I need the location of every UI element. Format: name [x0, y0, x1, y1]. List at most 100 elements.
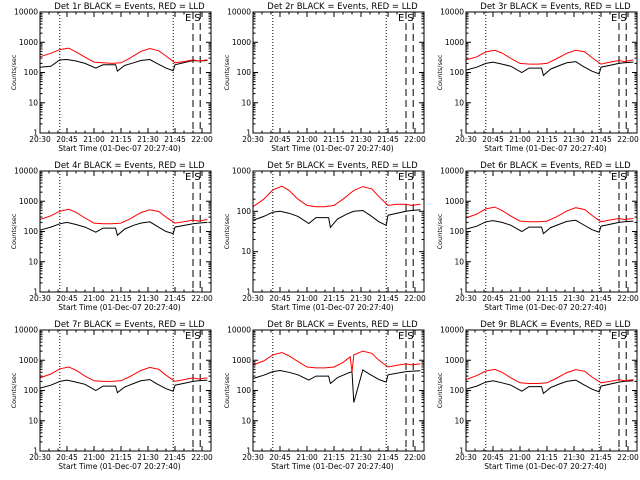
- y-tick-label: 100: [450, 227, 465, 236]
- x-tick-label: 21:45: [590, 135, 612, 144]
- x-tick-label: 21:15: [536, 294, 558, 303]
- y-tick-label: 10000: [227, 326, 251, 335]
- x-tick-label: 21:00: [83, 135, 105, 144]
- y-tick-label: 10000: [227, 8, 251, 17]
- x-tick-label: 22:00: [617, 453, 639, 462]
- x-tick-label: 21:30: [350, 453, 372, 462]
- y-tick-label: 1: [459, 288, 464, 297]
- y-tick-label: 1000: [232, 356, 251, 365]
- y-axis-label: Counts/sec: [10, 54, 18, 90]
- annotation-s: S: [194, 13, 200, 24]
- lld-series-line: [252, 350, 421, 373]
- y-tick-label: 1000: [19, 197, 38, 206]
- x-tick-label: 21:00: [296, 453, 318, 462]
- x-tick-label: 21:45: [590, 294, 612, 303]
- annotation-s: S: [194, 331, 200, 342]
- y-tick-label: 1000: [445, 38, 464, 47]
- y-tick-label: 10000: [440, 326, 464, 335]
- x-tick-label: 20:30: [455, 135, 477, 144]
- x-tick-label: 21:45: [164, 135, 186, 144]
- panel-title: Det 5r BLACK = Events, RED = LLD: [267, 161, 418, 171]
- x-tick-label: 21:15: [110, 453, 132, 462]
- x-tick-label: 21:30: [350, 135, 372, 144]
- y-tick-label: 100: [450, 68, 465, 77]
- x-tick-label: 21:15: [323, 294, 345, 303]
- annotation-s: S: [620, 13, 626, 24]
- y-axis-label: Counts/sec: [223, 54, 231, 90]
- x-tick-label: 22:00: [404, 294, 426, 303]
- events-series-line: [39, 221, 208, 237]
- y-tick-label: 1: [33, 288, 38, 297]
- x-axis-label: Start Time (01-Dec-07 20:27:40): [58, 144, 180, 153]
- x-tick-label: 21:15: [110, 135, 132, 144]
- x-tick-label: 20:45: [482, 294, 504, 303]
- panel-title: Det 2r BLACK = Events, RED = LLD: [267, 2, 418, 12]
- lld-series-line: [252, 185, 421, 208]
- annotation-e: E: [185, 172, 191, 183]
- x-tick-label: 20:45: [482, 135, 504, 144]
- x-axis-label: Start Time (01-Dec-07 20:27:40): [484, 144, 606, 153]
- x-tick-label: 21:30: [137, 453, 159, 462]
- y-axis-label: Counts/sec: [436, 372, 444, 408]
- y-tick-label: 100: [450, 386, 465, 395]
- x-tick-label: 20:30: [455, 294, 477, 303]
- panel-title: Det 4r BLACK = Events, RED = LLD: [54, 161, 205, 171]
- annotation-s: S: [194, 172, 200, 183]
- y-axis-label: Counts/sec: [436, 54, 444, 90]
- y-tick-label: 10000: [14, 8, 38, 17]
- annotation-e: E: [185, 13, 191, 24]
- events-series-line: [465, 379, 634, 395]
- y-tick-label: 10000: [440, 167, 464, 176]
- x-tick-label: 21:30: [563, 294, 585, 303]
- y-tick-label: 1000: [19, 38, 38, 47]
- y-axis-label: Counts/sec: [223, 372, 231, 408]
- events-series-line: [465, 61, 634, 77]
- y-axis-label: Counts/sec: [10, 213, 18, 249]
- x-tick-label: 21:45: [164, 294, 186, 303]
- y-tick-label: 100: [237, 386, 252, 395]
- x-tick-label: 21:45: [377, 294, 399, 303]
- x-tick-label: 22:00: [404, 453, 426, 462]
- annotation-s: S: [407, 172, 413, 183]
- panel-title: Det 3r BLACK = Events, RED = LLD: [480, 2, 631, 12]
- y-tick-label: 10000: [14, 326, 38, 335]
- x-tick-label: 20:45: [269, 453, 291, 462]
- x-axis-label: Start Time (01-Dec-07 20:27:40): [58, 462, 180, 471]
- y-tick-label: 1: [459, 129, 464, 138]
- x-tick-label: 21:45: [590, 453, 612, 462]
- y-tick-label: 10: [241, 98, 251, 107]
- panel-title: Det 8r BLACK = Events, RED = LLD: [267, 320, 418, 330]
- x-tick-label: 21:45: [377, 135, 399, 144]
- x-tick-label: 21:30: [563, 453, 585, 462]
- lld-series-line: [465, 49, 634, 65]
- x-tick-label: 21:00: [296, 294, 318, 303]
- annotation-e: E: [398, 172, 404, 183]
- x-axis-label: Start Time (01-Dec-07 20:27:40): [484, 303, 606, 312]
- y-tick-label: 10: [241, 247, 251, 256]
- x-tick-label: 21:00: [296, 135, 318, 144]
- x-tick-label: 21:30: [137, 135, 159, 144]
- y-tick-label: 100: [24, 68, 39, 77]
- x-tick-label: 21:30: [137, 294, 159, 303]
- y-tick-label: 10: [28, 98, 38, 107]
- y-tick-label: 10: [28, 416, 38, 425]
- lld-series-line: [39, 366, 208, 382]
- y-axis-label: Counts/sec: [10, 372, 18, 408]
- x-tick-label: 21:15: [536, 135, 558, 144]
- x-tick-label: 20:45: [56, 135, 78, 144]
- x-axis-label: Start Time (01-Dec-07 20:27:40): [271, 303, 393, 312]
- y-tick-label: 1: [459, 447, 464, 456]
- x-tick-label: 20:45: [56, 453, 78, 462]
- x-tick-label: 21:15: [323, 135, 345, 144]
- lld-series-line: [39, 47, 208, 64]
- x-tick-label: 20:45: [269, 294, 291, 303]
- y-tick-label: 1: [33, 129, 38, 138]
- y-tick-label: 1: [246, 447, 251, 456]
- y-axis-label: Counts/sec: [436, 213, 444, 249]
- x-tick-label: 20:30: [29, 453, 51, 462]
- y-tick-label: 1000: [445, 197, 464, 206]
